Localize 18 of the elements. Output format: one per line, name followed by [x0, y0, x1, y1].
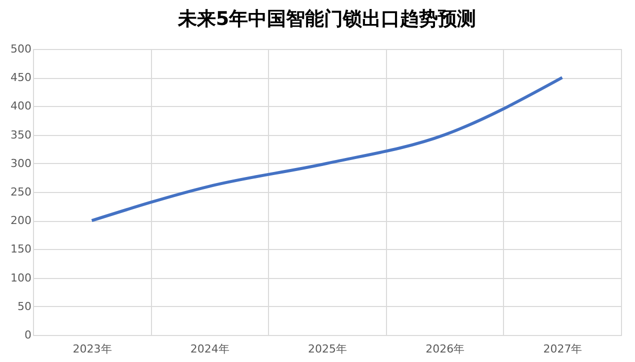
- x-tick-label: 2024年: [190, 342, 230, 356]
- y-tick-label: 400: [10, 100, 32, 113]
- y-tick-label: 200: [10, 214, 32, 228]
- y-tick-label: 350: [10, 128, 32, 142]
- x-tick-label: 2023年: [72, 342, 112, 356]
- y-tick-label: 150: [10, 242, 32, 256]
- x-tick-label: 2025年: [308, 342, 347, 356]
- y-tick-label: 100: [10, 271, 32, 284]
- y-tick-label: 500: [10, 42, 32, 56]
- x-tick-label: 2027年: [543, 342, 582, 356]
- y-tick-label: 50: [18, 300, 32, 313]
- y-tick-label: 300: [10, 156, 32, 170]
- y-tick-label: 0: [24, 328, 32, 342]
- chart-title: 未来5年中国智能门锁出口趋势预测: [176, 8, 476, 30]
- y-tick-label: 450: [10, 71, 32, 84]
- x-tick-label: 2026年: [426, 342, 465, 356]
- line-series: [90, 76, 564, 222]
- y-tick-label: 250: [10, 186, 32, 198]
